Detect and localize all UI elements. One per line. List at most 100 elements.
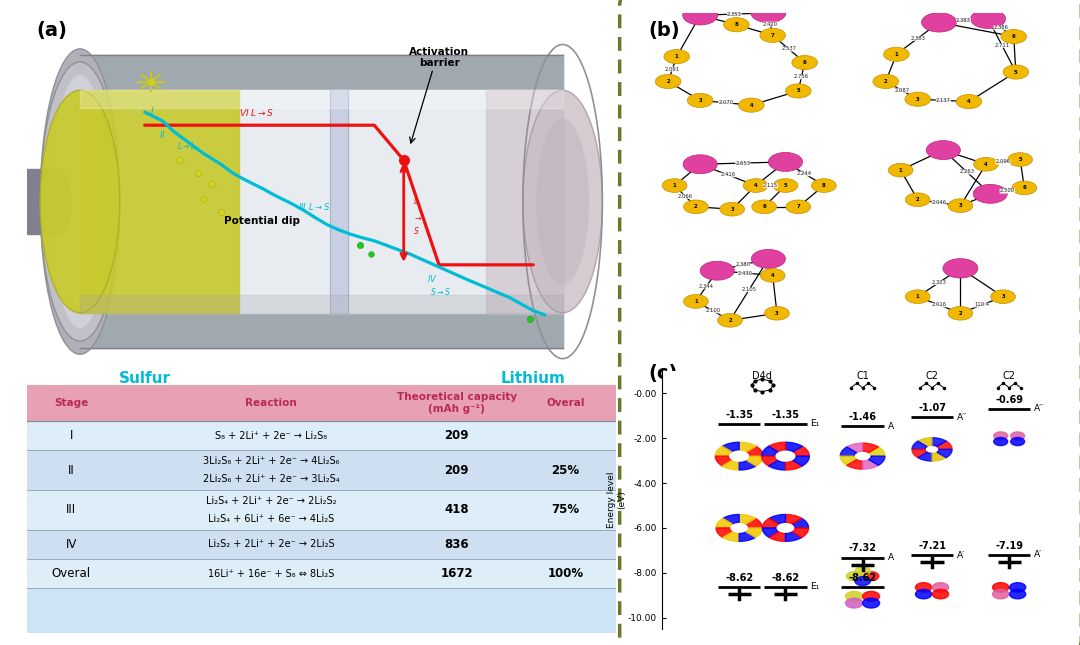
Polygon shape [793,446,809,456]
Polygon shape [863,460,878,469]
Text: $\it{VI\ L{\rightarrow}S}$: $\it{VI\ L{\rightarrow}S}$ [239,108,274,119]
Text: -8.62: -8.62 [849,573,877,582]
Text: 6: 6 [1023,185,1026,190]
Text: $\it{II}$: $\it{II}$ [160,129,166,141]
Text: 2.115: 2.115 [762,183,778,188]
Circle shape [927,141,960,159]
Polygon shape [932,438,946,446]
Text: Reaction: Reaction [245,398,297,408]
Circle shape [760,268,785,283]
Text: 2.016: 2.016 [931,303,947,308]
Text: C1: C1 [856,372,869,381]
Circle shape [1012,181,1037,195]
Circle shape [786,200,811,213]
Circle shape [717,313,742,327]
Text: A′: A′ [1035,550,1042,559]
Text: 2.070: 2.070 [718,100,733,105]
Polygon shape [746,528,762,537]
Polygon shape [746,446,764,456]
Circle shape [662,179,687,192]
Circle shape [752,200,777,213]
Polygon shape [739,515,756,524]
Text: 3: 3 [916,97,919,102]
Text: -8.62: -8.62 [771,573,799,582]
Text: 1: 1 [673,183,676,188]
Text: 7: 7 [771,33,774,38]
Polygon shape [785,515,801,524]
Circle shape [948,199,973,212]
Text: 2.087: 2.087 [894,88,909,93]
Polygon shape [785,461,802,470]
Text: 2Li₂S₆ + 2Li⁺ + 2e⁻ → 3Li₂S₄: 2Li₂S₆ + 2Li⁺ + 2e⁻ → 3Li₂S₄ [203,474,339,484]
Text: $\it{L}$: $\it{L}$ [413,195,418,206]
Text: 2.323: 2.323 [932,280,946,285]
Polygon shape [912,450,927,458]
Circle shape [863,571,879,580]
Polygon shape [723,461,739,470]
Text: Activation
barrier: Activation barrier [409,46,469,68]
Text: 2.711: 2.711 [995,43,1010,48]
Text: Li₂S₄ + 2Li⁺ + 2e⁻ → 2Li₂S₂: Li₂S₄ + 2Li⁺ + 2e⁻ → 2Li₂S₂ [206,496,337,506]
Circle shape [994,437,1008,446]
Text: 3: 3 [699,98,702,103]
Circle shape [948,306,973,320]
Polygon shape [847,460,863,469]
Text: -8.62: -8.62 [725,573,753,582]
Polygon shape [746,456,764,466]
Text: 2.096: 2.096 [996,159,1011,164]
Text: I: I [69,429,72,442]
Text: 5: 5 [784,183,787,188]
Text: 2.046: 2.046 [931,200,947,205]
Text: Stage: Stage [54,398,89,408]
Polygon shape [762,519,779,528]
Text: S₈ + 2Li⁺ + 2e⁻ → Li₂S₈: S₈ + 2Li⁺ + 2e⁻ → Li₂S₈ [215,431,327,441]
Polygon shape [769,461,785,470]
Circle shape [1008,153,1032,166]
Polygon shape [868,456,885,465]
Circle shape [973,184,1008,203]
Text: Lithium: Lithium [501,371,566,386]
Text: 836: 836 [444,538,469,551]
Circle shape [993,590,1009,599]
Text: 2.416: 2.416 [720,172,735,177]
Text: 2.066: 2.066 [677,194,692,199]
Text: 4: 4 [984,162,988,167]
Text: 4: 4 [771,273,774,278]
Polygon shape [785,442,802,451]
Text: 2.105: 2.105 [742,287,757,292]
Polygon shape [912,441,927,450]
Polygon shape [793,528,809,537]
Circle shape [956,94,982,108]
Ellipse shape [40,49,120,354]
Text: II: II [68,464,75,477]
Text: A′: A′ [957,551,966,560]
Circle shape [932,590,948,599]
Text: 2.383: 2.383 [910,36,926,41]
Text: 8: 8 [734,22,739,27]
Text: -7.19: -7.19 [995,541,1023,551]
Circle shape [994,432,1008,440]
Circle shape [684,200,708,213]
Bar [27,385,616,421]
Text: Overal: Overal [546,398,584,408]
Polygon shape [769,532,785,541]
Text: 2.537: 2.537 [781,46,796,52]
Text: $\it{III\ L{\rightarrow}S}$: $\it{III\ L{\rightarrow}S}$ [298,201,329,212]
Circle shape [846,591,863,601]
Polygon shape [715,446,731,456]
Circle shape [684,295,708,308]
Text: 2.653: 2.653 [735,161,751,166]
Text: E₁: E₁ [810,419,820,428]
Circle shape [664,50,689,64]
Circle shape [916,582,932,592]
Text: Potential dip: Potential dip [225,216,300,226]
Text: D4d: D4d [753,372,772,381]
Text: Sulfur: Sulfur [119,371,171,386]
Text: 2.386: 2.386 [994,25,1009,30]
Text: 8: 8 [822,183,826,188]
Bar [27,421,616,450]
Circle shape [656,74,681,88]
Polygon shape [716,519,732,528]
Text: 2.137: 2.137 [936,98,950,103]
Text: 1672: 1672 [441,568,473,580]
